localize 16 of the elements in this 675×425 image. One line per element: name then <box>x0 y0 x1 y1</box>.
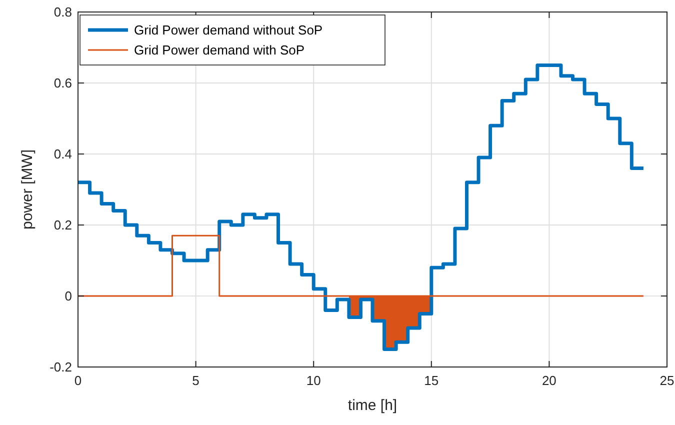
x-tick-label: 25 <box>660 373 674 388</box>
y-tick-label: 0.6 <box>54 76 72 91</box>
x-tick-label: 10 <box>306 373 321 388</box>
x-tick-label: 20 <box>542 373 556 388</box>
y-axis-title: power [MW] <box>19 149 36 230</box>
y-tick-label: 0.2 <box>54 218 72 233</box>
y-tick-label: -0.2 <box>50 360 72 375</box>
legend-label: Grid Power demand with SoP <box>134 42 305 58</box>
x-tick-label: 15 <box>424 373 439 388</box>
y-tick-label: 0.4 <box>54 146 72 162</box>
x-tick-label: 0 <box>74 373 82 388</box>
y-tick-label: 0 <box>64 288 72 304</box>
x-axis-title: time [h] <box>348 397 398 414</box>
y-tick-label: 0.8 <box>54 4 72 20</box>
x-tick-label: 5 <box>192 373 200 388</box>
legend-label: Grid Power demand without SoP <box>134 22 323 38</box>
